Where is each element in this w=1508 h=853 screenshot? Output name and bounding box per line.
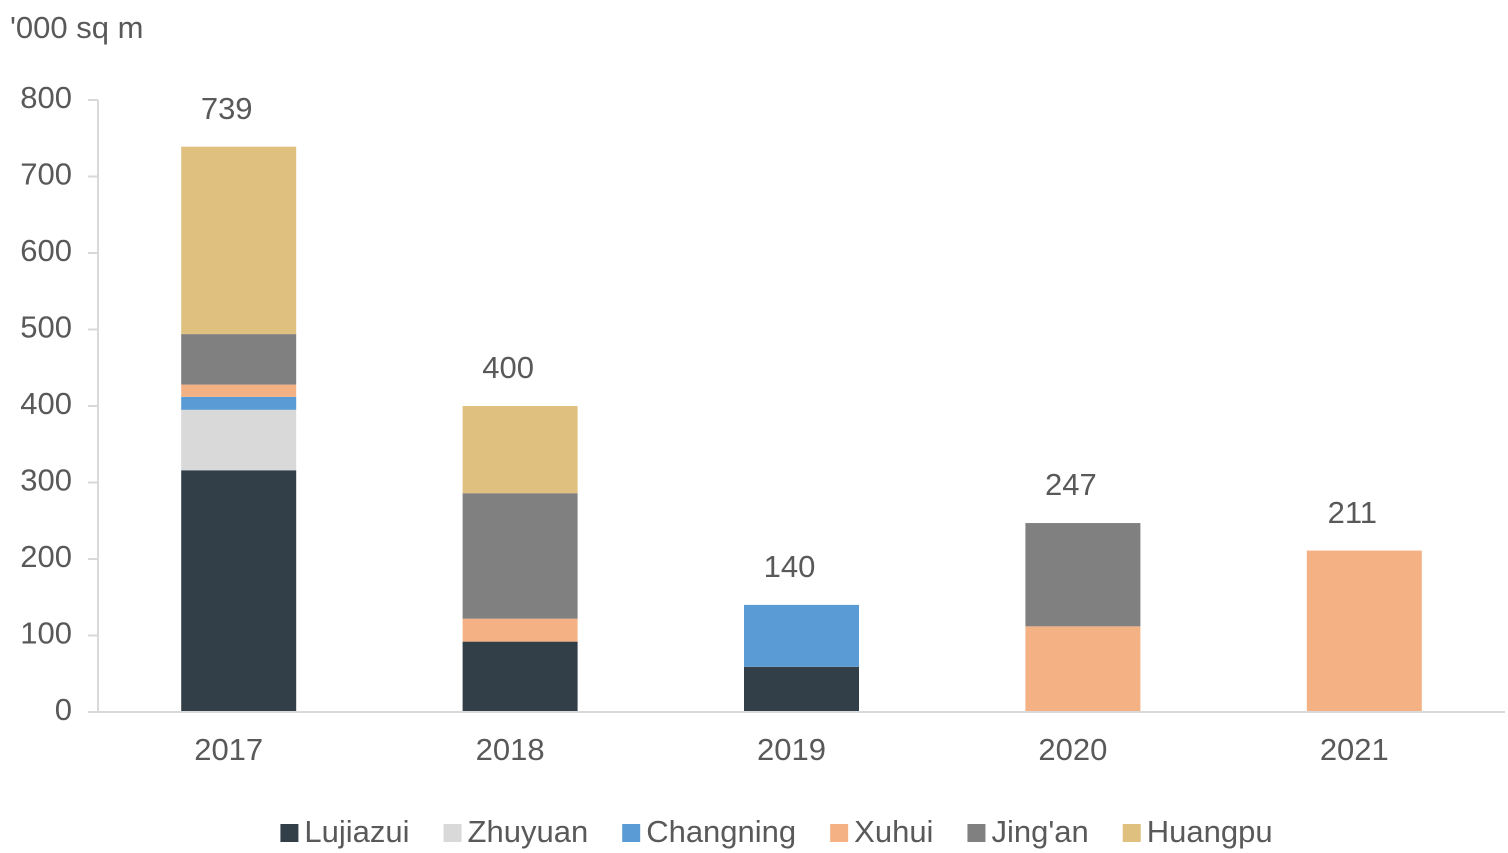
bar-segment	[181, 470, 297, 712]
bar-segment	[181, 334, 297, 385]
x-tick-label: 2020	[1038, 732, 1107, 767]
bar-segment	[744, 666, 859, 712]
bar-segment	[1025, 626, 1141, 712]
total-label: 739	[201, 91, 253, 126]
legend-label: Huangpu	[1147, 814, 1273, 849]
legend-marker	[622, 824, 641, 842]
legend-item: Zhuyuan	[443, 814, 589, 849]
total-label: 400	[482, 350, 534, 385]
y-tick-label: 200	[20, 539, 72, 574]
legend-marker	[830, 824, 849, 842]
y-tick-label: 100	[20, 616, 72, 651]
bar-segment	[181, 146, 297, 335]
legend-item: Jing'an	[967, 814, 1089, 849]
y-tick-label: 700	[20, 157, 72, 192]
legend-marker	[443, 824, 462, 842]
legend-marker	[1122, 824, 1141, 842]
y-axis-label: '000 sq m	[10, 10, 143, 45]
bar-segment	[181, 409, 297, 471]
bar-segment	[462, 618, 578, 642]
legend-item: Changning	[622, 814, 796, 849]
legend-label: Lujiazui	[304, 814, 409, 849]
total-label: 247	[1045, 467, 1097, 502]
y-tick-label: 400	[20, 386, 72, 421]
x-tick-label: 2019	[757, 732, 826, 767]
legend-marker	[967, 824, 986, 842]
legend-item: Lujiazui	[280, 814, 410, 849]
bar-segment	[462, 406, 578, 494]
total-label: 211	[1328, 495, 1377, 530]
bar-segment	[1306, 550, 1422, 712]
bar-segment	[462, 493, 578, 619]
y-tick-label: 500	[20, 310, 72, 345]
x-tick-label: 2021	[1320, 732, 1389, 767]
legend-label: Xuhui	[854, 814, 933, 849]
legend-label: Zhuyuan	[468, 814, 589, 849]
bar-segment	[181, 396, 297, 410]
legend-marker	[280, 824, 299, 842]
y-tick-label: 800	[20, 80, 72, 115]
y-tick-label: 600	[20, 233, 72, 268]
bar-segment	[181, 384, 297, 397]
legend-label: Changning	[646, 814, 796, 849]
y-tick-label: 300	[20, 463, 72, 498]
x-tick-label: 2018	[476, 732, 545, 767]
bar-segment	[462, 641, 578, 712]
bar-segment	[744, 604, 859, 667]
y-tick-label: 0	[55, 692, 72, 727]
legend-label: Jing'an	[991, 814, 1088, 849]
total-label: 140	[764, 549, 816, 584]
x-tick-label: 2017	[194, 732, 263, 767]
bar-segment	[1025, 523, 1141, 627]
legend-item: Xuhui	[830, 814, 933, 849]
legend-item: Huangpu	[1122, 814, 1273, 849]
